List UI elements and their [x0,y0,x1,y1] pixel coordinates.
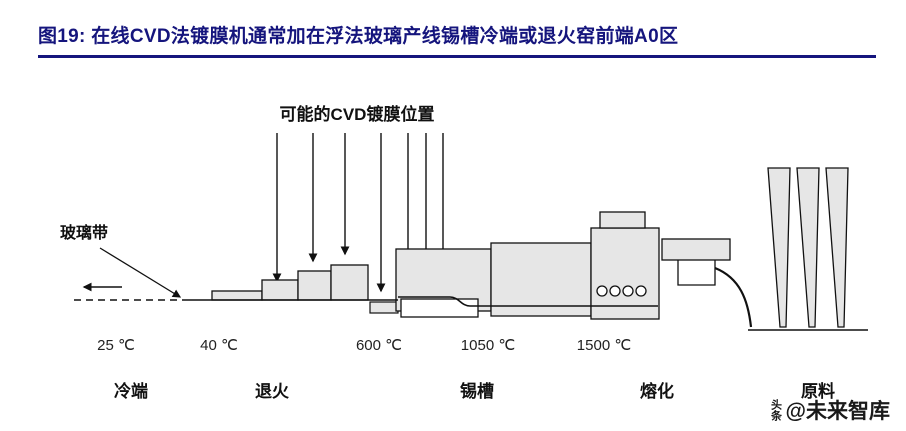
silo [796,167,820,328]
glass-line-in-bath [398,296,658,307]
temp-label-tin-bath: 1050 ℃ [461,337,515,354]
toutiao-logo: 头条 [769,399,782,421]
cvd-position-label: 可能的CVD镀膜位置 [280,104,435,124]
lehr-section [297,270,332,301]
stage-label-melting: 熔化 [640,381,674,401]
stage-label-annealing: 退火 [255,382,290,401]
tin-bath-tub [400,298,479,318]
silo [767,167,791,328]
watermark: 头条 @未来智库 [769,395,890,425]
temp-label-lehr-exit: 40 ℃ [200,337,238,354]
glass-ribbon-label: 玻璃带 [60,223,108,242]
cvd-position-arrows [272,133,448,295]
temp-label-lehr-entry: 600 ℃ [356,337,402,354]
glass-ribbon-pointer-line [99,247,182,298]
furnace-port [622,285,634,297]
raw-material-silos [767,167,849,328]
lehr-section [261,279,299,301]
stage-label-tin-bath: 锡槽 [460,381,494,401]
tin-bath [395,242,592,318]
canal-channel [677,260,716,286]
stage-labels: 冷端 退火 锡槽 熔化 原料 [114,381,835,401]
silo [825,167,849,328]
temp-label-melting: 1500 ℃ [577,337,631,354]
batch-stream [714,266,753,328]
lehr-section [211,290,263,301]
melting-furnace [590,211,660,320]
furnace-port [609,285,621,297]
feed-canal [661,238,753,328]
furnace-port [635,285,647,297]
tin-bath-section [490,242,592,317]
stage-label-raw-material: 原料 [801,381,835,401]
furnace-top [599,211,646,229]
title-underline [38,55,876,58]
transition-table [369,301,399,314]
figure-title: 图19: 在线CVD法镀膜机通常加在浮法玻璃产线锡槽冷端或退火窑前端A0区 [38,26,679,47]
temp-label-cold-end: 25 ℃ [97,337,135,354]
process-diagram: 可能的CVD镀膜位置 玻璃带 [60,104,868,401]
furnace-port [596,285,608,297]
canal-box [661,238,731,261]
temperature-labels: 25 ℃ 40 ℃ 600 ℃ 1050 ℃ 1500 ℃ [97,337,631,354]
annealing-lehr [211,264,369,301]
lehr-section [330,264,369,301]
stage-label-cold-end: 冷端 [114,381,148,401]
watermark-handle: @未来智库 [785,400,890,423]
